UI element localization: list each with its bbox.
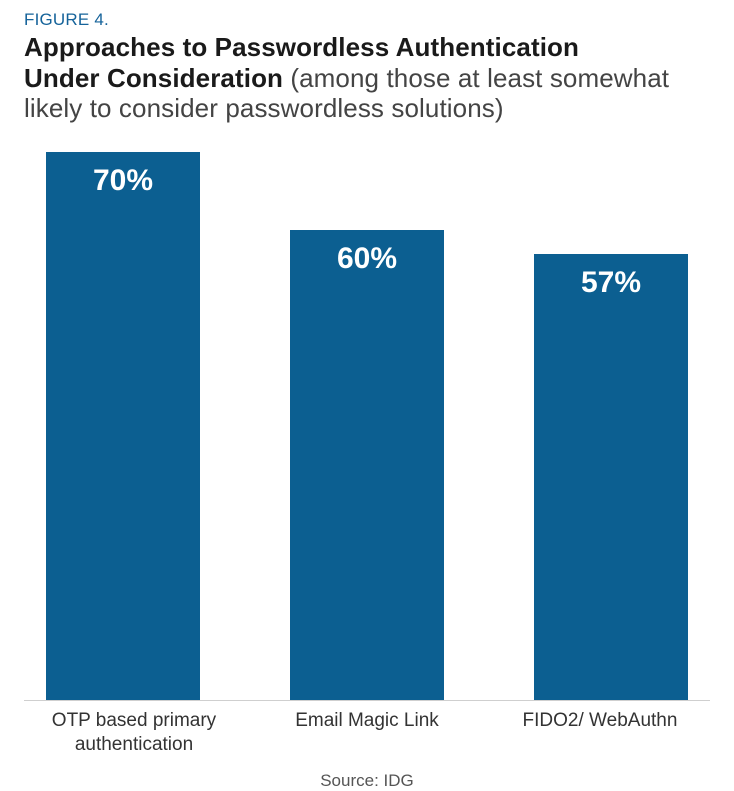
x-label-email-magic-link: Email Magic Link — [263, 709, 471, 757]
chart-title-block: Approaches to Passwordless Authenticatio… — [24, 32, 710, 124]
bar-fido2-webauthn: 57% — [534, 254, 688, 700]
x-label-otp: OTP based primary authentication — [24, 709, 238, 757]
bar-fill — [290, 230, 444, 700]
bar-otp: 70% — [46, 152, 200, 700]
chart-source: Source: IDG — [24, 771, 710, 791]
bar-value-label: 70% — [46, 164, 200, 198]
bar-email-magic-link: 60% — [290, 230, 444, 700]
bar-value-label: 60% — [290, 242, 444, 276]
x-label-fido2: FIDO2/ WebAuthn — [496, 709, 710, 757]
bar-fill — [534, 254, 688, 700]
figure-4: FIGURE 4. Approaches to Passwordless Aut… — [0, 0, 734, 782]
bars-group: 70% 60% 57% — [24, 152, 710, 700]
bar-fill — [46, 152, 200, 700]
title-line-2: Under Consideration — [24, 63, 283, 93]
title-line-1: Approaches to Passwordless Authenticatio… — [24, 32, 579, 62]
bar-value-label: 57% — [534, 266, 688, 300]
bar-chart: 70% 60% 57% — [24, 152, 710, 701]
figure-label: FIGURE 4. — [24, 10, 710, 30]
x-axis-labels: OTP based primary authentication Email M… — [24, 701, 710, 757]
